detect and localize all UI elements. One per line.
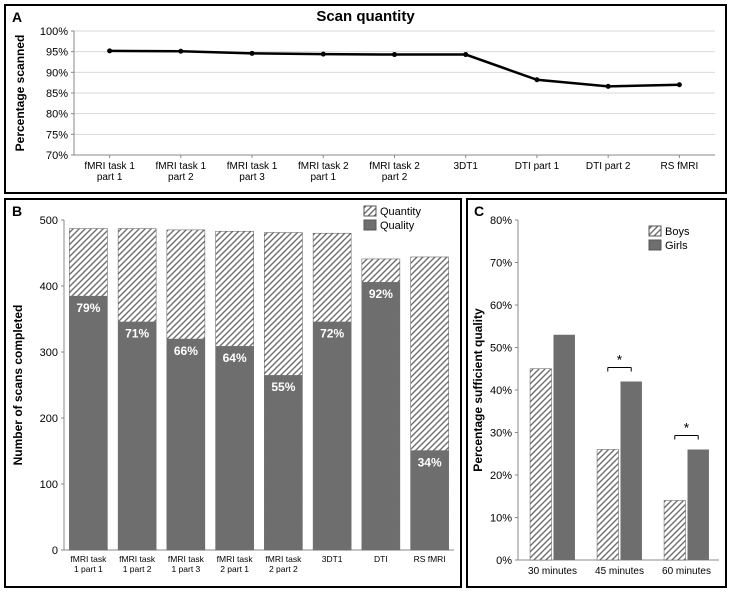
svg-text:90%: 90% [46,67,68,79]
svg-text:10%: 10% [490,513,512,525]
svg-text:40%: 40% [490,385,512,397]
svg-text:part 3: part 3 [239,172,265,183]
svg-text:*: * [684,420,690,436]
svg-text:50%: 50% [490,343,512,355]
svg-text:part 1: part 1 [97,172,123,183]
svg-text:500: 500 [40,215,58,227]
bar-chart-b: 010020030040050079%fMRI task1 part 171%f… [6,200,460,586]
panel-a-label: A [12,9,22,25]
svg-text:300: 300 [40,347,58,359]
svg-text:fMRI task 1: fMRI task 1 [156,161,207,172]
svg-text:64%: 64% [223,351,247,365]
svg-text:fMRI task 1: fMRI task 1 [84,161,135,172]
panel-a: A Scan quantity 70% 75% 80% 85% 90% 95% 100% fM… [4,4,727,194]
svg-text:part 2: part 2 [168,172,194,183]
svg-text:70%: 70% [490,258,512,270]
svg-text:100: 100 [40,479,58,491]
svg-text:79%: 79% [76,301,100,315]
svg-text:RS fMRI: RS fMRI [414,554,446,564]
svg-text:0: 0 [52,545,58,557]
svg-text:100%: 100% [40,26,68,38]
svg-text:3DT1: 3DT1 [453,161,478,172]
svg-text:1 part 1: 1 part 1 [74,564,103,574]
svg-text:45 minutes: 45 minutes [595,566,644,577]
bar-chart-c: 0% 10% 20% 30% 40% 50% 60% 70% 80% 30 minutes 45 m… [468,200,725,586]
svg-text:fMRI task: fMRI task [70,554,107,564]
svg-text:fMRI task: fMRI task [168,554,205,564]
svg-text:Number of scans completed: Number of scans completed [11,305,25,466]
svg-text:66%: 66% [174,344,198,358]
svg-text:DTI part 2: DTI part 2 [586,161,631,172]
svg-text:fMRI task 2: fMRI task 2 [298,161,349,172]
svg-text:55%: 55% [271,380,295,394]
svg-text:80%: 80% [490,215,512,227]
panel-b-label: B [12,203,22,219]
svg-text:1 part 3: 1 part 3 [171,564,200,574]
svg-text:60 minutes: 60 minutes [662,566,711,577]
svg-text:fMRI task: fMRI task [217,554,254,564]
svg-text:0%: 0% [496,555,512,567]
panel-c: C 0% 10% 20% 30% 40% 50% 60% 70% 80% 30 minutes 45… [466,198,727,588]
svg-text:75%: 75% [46,129,68,141]
svg-text:DTI: DTI [374,554,388,564]
svg-text:Percentage scanned: Percentage scanned [13,35,27,152]
svg-text:Boys: Boys [665,226,690,238]
svg-text:60%: 60% [490,300,512,312]
svg-text:92%: 92% [369,287,393,301]
svg-text:DTI part 1: DTI part 1 [515,161,560,172]
panel-b: B 010020030040050079%fMRI task1 part 171… [4,198,462,588]
svg-text:80%: 80% [46,109,68,121]
svg-text:70%: 70% [46,150,68,162]
svg-text:20%: 20% [490,470,512,482]
svg-text:71%: 71% [125,327,149,341]
svg-text:3DT1: 3DT1 [322,554,343,564]
svg-text:Quality: Quality [380,220,415,232]
svg-text:part 2: part 2 [382,172,408,183]
svg-text:Percentage sufficient quality: Percentage sufficient quality [471,308,485,472]
svg-text:RS fMRI: RS fMRI [660,161,698,172]
svg-text:400: 400 [40,281,58,293]
svg-text:fMRI task: fMRI task [265,554,302,564]
svg-text:95%: 95% [46,47,68,59]
svg-text:Girls: Girls [665,240,688,252]
svg-text:200: 200 [40,413,58,425]
svg-text:1 part 2: 1 part 2 [123,564,152,574]
svg-text:85%: 85% [46,88,68,100]
svg-text:fMRI task 1: fMRI task 1 [227,161,278,172]
line-chart-a: 70%75%80%85%90%95%100%fMRI task 1part 1f… [6,25,725,191]
svg-text:fMRI task 2: fMRI task 2 [369,161,420,172]
svg-text:*: * [617,352,623,368]
panel-c-label: C [474,203,484,219]
svg-text:30 minutes: 30 minutes [528,566,577,577]
svg-text:72%: 72% [320,327,344,341]
panel-a-title: Scan quantity [6,8,725,25]
svg-text:part 1: part 1 [310,172,336,183]
svg-text:2 part 1: 2 part 1 [220,564,249,574]
svg-text:fMRI task: fMRI task [119,554,156,564]
svg-text:Quantity: Quantity [380,206,421,218]
svg-text:34%: 34% [418,455,442,469]
svg-text:2 part 2: 2 part 2 [269,564,298,574]
svg-text:30%: 30% [490,428,512,440]
